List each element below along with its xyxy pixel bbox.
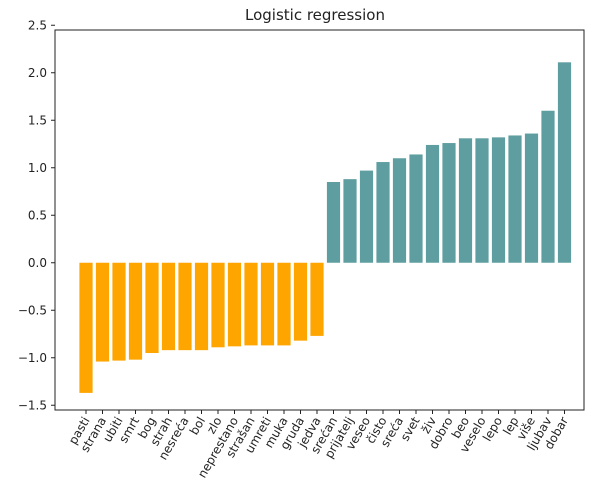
- bar-umreti: [260, 262, 275, 346]
- bar-lep: [508, 135, 522, 263]
- bar-muka: [277, 262, 291, 346]
- y-tick-label: 0.0: [28, 256, 47, 270]
- bar-smrt: [128, 262, 143, 360]
- axes-frame: [54, 29, 585, 411]
- bar-strana: [95, 262, 110, 362]
- plot-area: −1.5−1.0−0.50.00.51.01.52.02.5pastistran…: [18, 18, 585, 480]
- bar-više: [524, 133, 539, 263]
- bar-beo: [458, 138, 473, 263]
- bar-sreća: [392, 158, 407, 263]
- bar-veselo: [475, 138, 489, 263]
- y-tick-label: 1.5: [28, 113, 47, 127]
- bar-bog: [145, 262, 159, 353]
- bar-svet: [409, 154, 423, 263]
- bar-živ: [425, 144, 440, 263]
- bar-lepo: [491, 137, 506, 263]
- bar-ubiti: [112, 262, 126, 361]
- bar-dobar: [557, 62, 572, 263]
- bar-jedva: [310, 262, 324, 336]
- bar-veseo: [359, 170, 374, 263]
- chart-title: Logistic regression: [245, 6, 385, 24]
- bar-zlo: [211, 262, 225, 348]
- bar-dobro: [442, 143, 456, 263]
- bar-pasti: [79, 262, 93, 393]
- y-tick-label: −1.5: [18, 398, 47, 412]
- bar-strah: [161, 262, 176, 351]
- y-tick-label: −1.0: [18, 351, 47, 365]
- y-tick-label: 1.0: [28, 161, 47, 175]
- y-tick-label: 2.0: [28, 66, 47, 80]
- bar-nesreća: [178, 262, 192, 351]
- bar-ljubav: [541, 110, 555, 263]
- y-tick-label: 0.5: [28, 208, 47, 222]
- y-tick-label: −0.5: [18, 303, 47, 317]
- y-tick-label: 2.5: [28, 18, 47, 32]
- bar-čisto: [376, 162, 390, 263]
- bar-prijatelj: [343, 179, 357, 263]
- bar-bol: [194, 262, 209, 351]
- bar-strašan: [244, 262, 258, 346]
- bar-neprestano: [227, 262, 242, 347]
- bar-gruda: [293, 262, 308, 341]
- bar-srećan: [326, 182, 341, 263]
